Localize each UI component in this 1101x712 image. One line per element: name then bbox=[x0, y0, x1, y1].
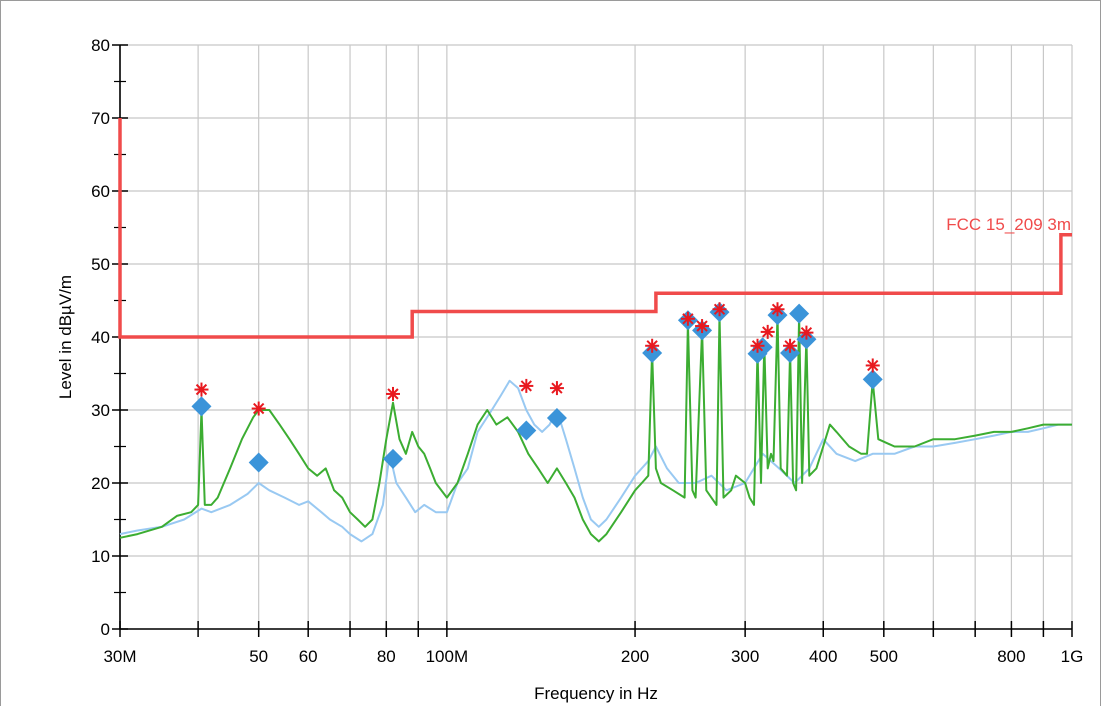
asterisk-stroke bbox=[784, 340, 796, 352]
x-tick-label: 800 bbox=[997, 647, 1025, 666]
asterisk-stroke bbox=[520, 380, 532, 392]
y-axis-label: Level in dBµV/m bbox=[56, 275, 75, 399]
y-tick-label: 30 bbox=[91, 401, 110, 420]
asterisk-stroke bbox=[696, 320, 708, 332]
asterisk-stroke bbox=[253, 402, 265, 415]
peak-asterisk-marker bbox=[783, 338, 798, 353]
peak-asterisk-marker bbox=[770, 302, 785, 317]
peak-asterisk-marker bbox=[385, 386, 400, 401]
y-tick-label: 50 bbox=[91, 255, 110, 274]
final-diamond-marker bbox=[789, 303, 810, 324]
limit-line bbox=[118, 118, 1072, 339]
asterisk-stroke bbox=[195, 383, 208, 396]
x-tick-label: 200 bbox=[621, 647, 649, 666]
asterisk-stroke bbox=[867, 359, 879, 372]
x-tick-label: 50 bbox=[249, 647, 268, 666]
final-diamond-marker bbox=[642, 343, 663, 364]
asterisk-stroke bbox=[800, 326, 813, 339]
x-tick-label: 80 bbox=[377, 647, 396, 666]
x-tick-label: 300 bbox=[731, 647, 759, 666]
y-tick-label: 10 bbox=[91, 547, 110, 566]
markers-group bbox=[191, 302, 883, 473]
limit-line-label: FCC 15_209 3m bbox=[946, 215, 1071, 234]
y-tick-label: 40 bbox=[91, 328, 110, 347]
asterisk-stroke bbox=[771, 303, 784, 315]
x-tick-label: 30M bbox=[103, 647, 136, 666]
x-tick-label: 500 bbox=[870, 647, 898, 666]
asterisk-stroke bbox=[387, 388, 399, 400]
final-diamond-marker bbox=[780, 343, 801, 364]
asterisk-stroke bbox=[682, 313, 694, 325]
y-tick-label: 0 bbox=[101, 620, 110, 639]
peak-asterisk-marker bbox=[760, 324, 775, 339]
peak-asterisk-marker bbox=[750, 338, 765, 353]
series-line-1 bbox=[119, 379, 1072, 543]
final-diamond-marker bbox=[191, 396, 212, 417]
peak-asterisk-marker bbox=[712, 302, 727, 317]
final-diamond-marker bbox=[248, 452, 269, 473]
series-group bbox=[119, 314, 1072, 543]
asterisk-stroke bbox=[762, 326, 774, 338]
peak-asterisk-marker bbox=[695, 319, 710, 334]
final-diamond-marker bbox=[862, 369, 883, 390]
final-diamond-marker bbox=[382, 448, 403, 469]
limit-line-group bbox=[118, 118, 1072, 339]
x-tick-label: 1G bbox=[1061, 647, 1084, 666]
y-tick-label: 20 bbox=[91, 474, 110, 493]
final-diamond-marker bbox=[516, 420, 537, 441]
peak-asterisk-marker bbox=[799, 325, 814, 340]
peak-asterisk-marker bbox=[251, 401, 266, 416]
asterisk-stroke bbox=[551, 382, 563, 394]
x-axis-label: Frequency in Hz bbox=[534, 684, 658, 703]
asterisk-stroke bbox=[713, 303, 726, 315]
x-tick-label: 400 bbox=[809, 647, 837, 666]
x-tick-label: 60 bbox=[299, 647, 318, 666]
peak-asterisk-marker bbox=[519, 378, 534, 393]
axes: 30M 50 60 80 100M 200 300 400 500 800 1G 0 10 20 30 40 5… bbox=[91, 36, 1083, 666]
peak-asterisk-marker bbox=[194, 382, 209, 397]
peak-asterisk-marker bbox=[680, 311, 695, 326]
peak-asterisk-marker bbox=[645, 338, 660, 353]
final-diamond-marker bbox=[546, 408, 567, 429]
peak-asterisk-marker bbox=[865, 358, 880, 373]
y-tick-label: 70 bbox=[91, 109, 110, 128]
x-tick-label: 100M bbox=[426, 647, 469, 666]
peak-asterisk-marker bbox=[549, 381, 564, 396]
asterisk-stroke bbox=[646, 340, 658, 352]
y-tick-label: 80 bbox=[91, 36, 110, 55]
y-tick-label: 60 bbox=[91, 182, 110, 201]
asterisk-stroke bbox=[751, 340, 764, 352]
series-line-2 bbox=[119, 314, 1072, 543]
